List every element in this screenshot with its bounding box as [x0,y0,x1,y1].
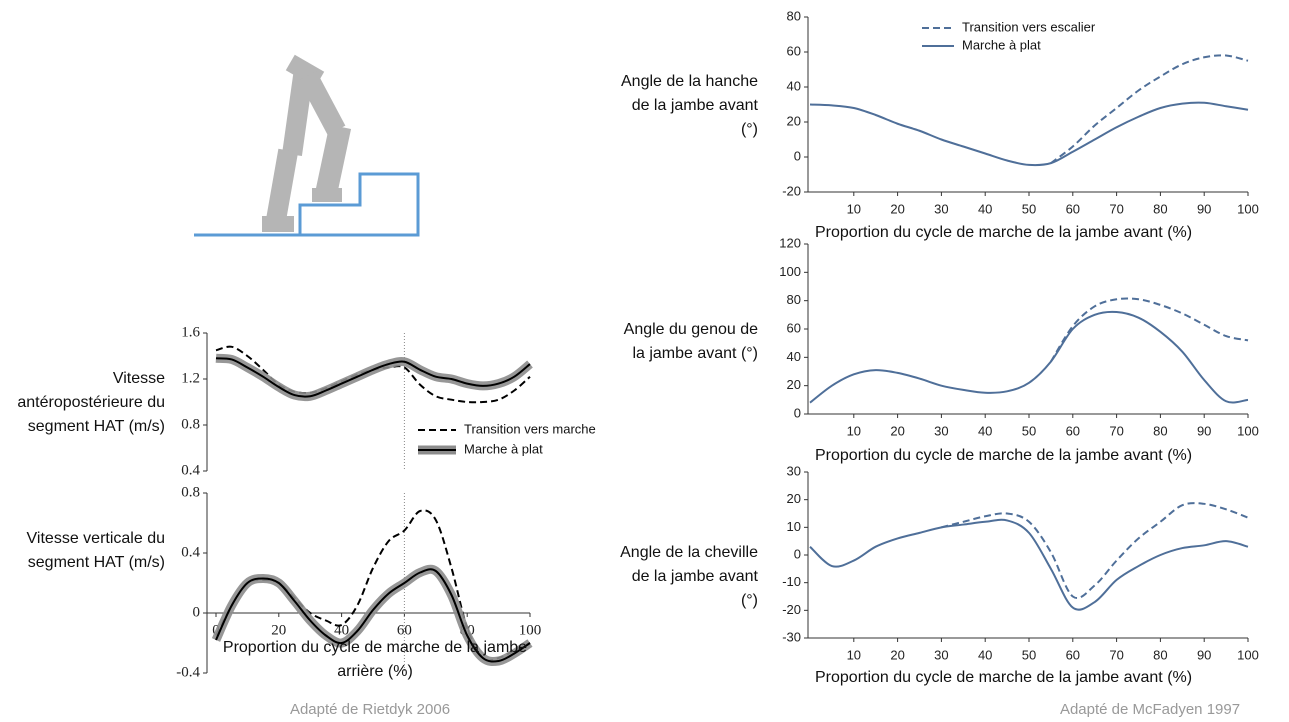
y-tick-label: -10 [782,574,801,589]
x-axis-label: Proportion du cycle de marche de la jamb… [815,669,1193,686]
y-tick-label: -0.4 [176,664,200,680]
y-tick-label: 20 [787,113,801,128]
line [809,310,1249,404]
y-tick-label: 0.8 [181,416,200,432]
x-tick-label: 40 [978,647,992,662]
x-tick-label: 100 [519,622,542,638]
y-tick-label: 0 [794,405,801,420]
credit: Adapté de Rietdyk 2006 [290,701,450,718]
y-tick-label: 80 [787,292,801,307]
x-tick-label: 20 [890,201,904,216]
foot-rear [312,188,342,202]
x-tick-label: 80 [1153,201,1167,216]
x-tick-label: 30 [934,423,948,438]
y-tick-label: 0.4 [181,462,200,478]
y-axis-label: Vitesse antéropostérieure du segment HAT… [17,370,165,435]
y-axis-label: Angle du genou de la jambe avant (°) [623,321,758,362]
x-tick-label: 20 [890,423,904,438]
line [215,357,531,398]
x-tick-label: 100 [1237,201,1259,216]
y-tick-label: -30 [782,629,801,644]
x-tick-label: 30 [934,647,948,662]
y-tick-label: -20 [782,602,801,617]
legend-label: Marche à plat [464,441,543,456]
y-tick-label: 60 [787,43,801,58]
x-tick-label: 90 [1197,201,1211,216]
y-tick-label: 10 [787,519,801,534]
thigh-rear [298,70,346,136]
x-tick-label: 80 [1153,647,1167,662]
legend-label: Marche à plat [962,37,1041,52]
x-axis-label: Proportion du cycle de marche de la jamb… [222,639,528,680]
y-tick-label: 0 [794,546,801,561]
foot [262,216,294,232]
x-tick-label: 10 [847,201,861,216]
y-tick-label: 40 [787,78,801,93]
y-tick-label: 120 [779,235,801,250]
legend-label: Transition vers escalier [962,19,1096,34]
y-tick-label: 100 [779,264,801,279]
x-tick-label: 60 [1066,201,1080,216]
stairs [194,172,420,237]
shank-rear [314,124,352,198]
y-tick-label: 40 [787,349,801,364]
x-tick-label: 50 [1022,201,1036,216]
line [809,101,1249,167]
credit: Adapté de McFadyen 1997 [1060,701,1240,718]
line [1050,54,1249,164]
x-tick-label: 60 [397,622,412,638]
line [1050,297,1249,363]
line [215,568,531,663]
x-tick-label: 60 [1066,647,1080,662]
x-axis-label: Proportion du cycle de marche de la jamb… [815,224,1193,241]
y-tick-label: 0 [193,604,201,620]
y-axis-label: Vitesse verticale du segment HAT (m/s) [26,530,165,571]
x-tick-label: 10 [847,647,861,662]
y-tick-label: 30 [787,463,801,478]
x-tick-label: 50 [1022,423,1036,438]
line [941,502,1249,599]
y-tick-label: 80 [787,8,801,23]
x-tick-label: 70 [1109,423,1123,438]
legend-label: Transition vers marche [464,421,596,436]
y-tick-label: 20 [787,491,801,506]
x-tick-label: 20 [271,622,286,638]
y-axis-label: Angle de la hanche de la jambe avant (°) [621,73,758,138]
x-tick-label: 90 [1197,423,1211,438]
y-tick-label: 1.6 [181,324,200,340]
x-tick-label: 90 [1197,647,1211,662]
y-tick-label: -20 [782,183,801,198]
y-tick-label: 0 [794,148,801,163]
x-tick-label: 100 [1237,647,1259,662]
x-tick-label: 70 [1109,647,1123,662]
walker-illustration [262,54,352,232]
y-axis-label: Angle de la cheville de la jambe avant (… [620,544,758,609]
x-tick-label: 10 [847,423,861,438]
x-tick-label: 40 [978,201,992,216]
x-tick-label: 100 [1237,423,1259,438]
x-tick-label: 30 [934,201,948,216]
y-tick-label: 60 [787,320,801,335]
line [809,518,1249,611]
y-tick-label: 0.4 [181,544,200,560]
y-tick-label: 1.2 [181,370,200,386]
x-tick-label: 20 [890,647,904,662]
x-tick-label: 50 [1022,647,1036,662]
x-tick-label: 60 [1066,423,1080,438]
x-tick-label: 80 [1153,423,1167,438]
x-tick-label: 40 [978,423,992,438]
y-tick-label: 0.8 [181,484,200,500]
y-tick-label: 20 [787,377,801,392]
x-axis-label: Proportion du cycle de marche de la jamb… [815,447,1193,464]
shank [265,148,299,224]
x-tick-label: 70 [1109,201,1123,216]
